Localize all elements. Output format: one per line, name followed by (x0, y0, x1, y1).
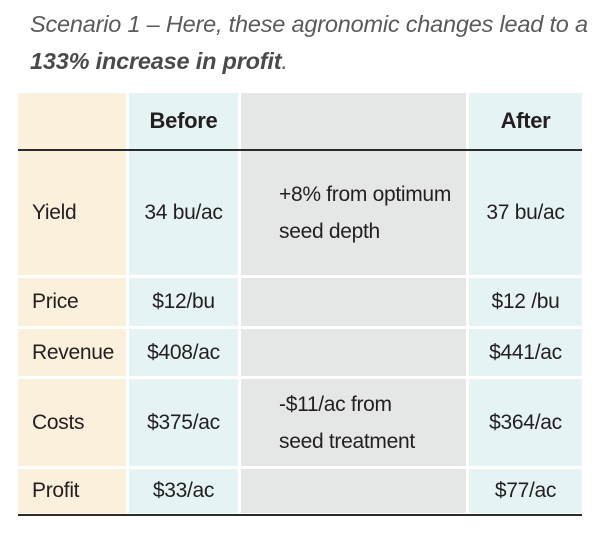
row-after-revenue: $441/ac (469, 329, 582, 376)
row-change-price (241, 278, 466, 326)
row-after-profit: $77/ac (469, 469, 582, 513)
header-rule (18, 149, 582, 151)
header-label-cell (18, 93, 126, 149)
row-change-profit (241, 469, 466, 513)
row-after-costs: $364/ac (469, 379, 582, 466)
caption-emphasis: 133% increase in profit (30, 48, 282, 74)
row-label-profit: Profit (18, 469, 126, 513)
row-label-price: Price (18, 278, 126, 326)
header-before: Before (129, 93, 238, 149)
row-label-yield: Yield (18, 151, 126, 275)
header-change (241, 93, 466, 149)
caption-text: Scenario 1 – Here, these agronomic chang… (30, 11, 588, 37)
row-before-revenue: $408/ac (129, 329, 238, 376)
caption-suffix: . (281, 48, 288, 74)
row-before-costs: $375/ac (129, 379, 238, 466)
row-change-revenue (241, 329, 466, 376)
row-before-yield: 34 bu/ac (129, 151, 238, 275)
row-label-costs: Costs (18, 379, 126, 466)
row-before-price: $12/bu (129, 278, 238, 326)
row-label-revenue: Revenue (18, 329, 126, 376)
row-after-yield: 37 bu/ac (469, 151, 582, 275)
bottom-rule (18, 514, 582, 516)
row-before-profit: $33/ac (129, 469, 238, 513)
row-after-price: $12 /bu (469, 278, 582, 326)
row-change-yield: +8% from optimum seed depth (241, 151, 466, 275)
header-after: After (469, 93, 582, 149)
scenario-caption: Scenario 1 – Here, these agronomic chang… (30, 6, 590, 80)
row-change-costs: -$11/ac from seed treatment (241, 379, 466, 466)
profit-comparison-table: Before After Yield 34 bu/ac +8% from opt… (18, 93, 582, 517)
